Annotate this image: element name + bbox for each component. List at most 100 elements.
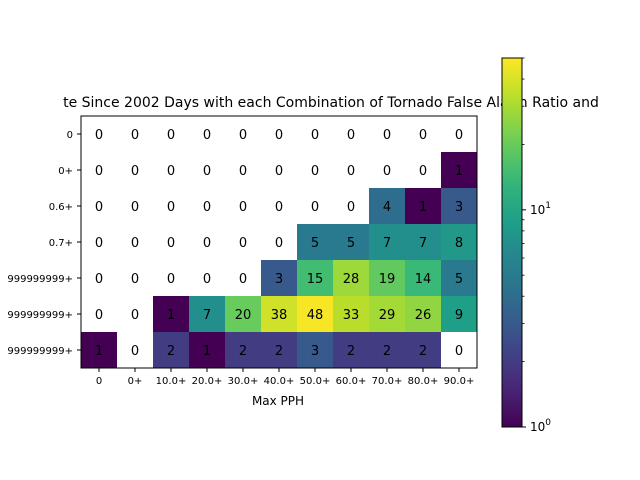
cell-value-label: 0 bbox=[203, 200, 211, 215]
heatmap-cell bbox=[81, 332, 117, 368]
cell-value-label: 0 bbox=[239, 164, 247, 179]
cell-value-label: 0 bbox=[167, 272, 175, 287]
heatmap-cell bbox=[369, 116, 405, 152]
heatmap-cell bbox=[81, 152, 117, 188]
heatmap-cell bbox=[333, 332, 369, 368]
heatmap-cell bbox=[405, 224, 441, 260]
cell-value-label: 0 bbox=[167, 236, 175, 251]
heatmap-cell bbox=[81, 188, 117, 224]
cell-value-label: 0 bbox=[275, 164, 283, 179]
x-tick-label: 70.0+ bbox=[372, 376, 403, 387]
x-tick-label: 20.0+ bbox=[192, 376, 223, 387]
heatmap-cell bbox=[405, 188, 441, 224]
heatmap-cell bbox=[441, 152, 477, 188]
cell-value-label: 0 bbox=[203, 236, 211, 251]
heatmap-cell bbox=[405, 260, 441, 296]
cell-value-label: 0 bbox=[131, 344, 139, 359]
heatmap-cell bbox=[333, 296, 369, 332]
heatmap-cell bbox=[81, 116, 117, 152]
chart-title: te Since 2002 Days with each Combination… bbox=[63, 95, 599, 111]
cell-value-label: 20 bbox=[235, 308, 252, 323]
colorbar-gradient bbox=[501, 57, 523, 428]
cell-value-label: 0 bbox=[95, 236, 103, 251]
heatmap-cell bbox=[117, 260, 153, 296]
heatmap-cell bbox=[369, 332, 405, 368]
heatmap-cell bbox=[261, 224, 297, 260]
heatmap-cell bbox=[333, 260, 369, 296]
cell-value-label: 9 bbox=[455, 308, 463, 323]
cell-value-label: 0 bbox=[131, 200, 139, 215]
heatmap-cell bbox=[81, 224, 117, 260]
heatmap-cell bbox=[189, 116, 225, 152]
heatmap-cell bbox=[189, 152, 225, 188]
heatmap-cell bbox=[117, 152, 153, 188]
cell-value-label: 0 bbox=[131, 236, 139, 251]
y-tick-label: 0.6+ bbox=[49, 202, 73, 213]
heatmap-cell bbox=[189, 296, 225, 332]
heatmap-cell bbox=[153, 224, 189, 260]
heatmap-cell bbox=[153, 260, 189, 296]
heatmap-cell bbox=[333, 152, 369, 188]
heatmap-cell bbox=[117, 224, 153, 260]
heatmap-cell bbox=[189, 332, 225, 368]
x-tick-label: 0 bbox=[96, 376, 102, 387]
heatmap-cell bbox=[441, 296, 477, 332]
cell-value-label: 1 bbox=[167, 308, 175, 323]
cell-value-label: 0 bbox=[311, 164, 319, 179]
y-tick-label: 999999999+ bbox=[7, 274, 73, 285]
cell-value-label: 0 bbox=[347, 128, 355, 143]
heatmap-cell bbox=[81, 260, 117, 296]
heatmap-cell bbox=[441, 188, 477, 224]
cell-value-label: 2 bbox=[383, 344, 391, 359]
x-tick-label: 40.0+ bbox=[264, 376, 295, 387]
cell-value-label: 1 bbox=[455, 164, 463, 179]
heatmap-cell bbox=[333, 224, 369, 260]
cell-value-label: 7 bbox=[419, 236, 427, 251]
cell-value-label: 0 bbox=[167, 128, 175, 143]
heatmap-cell bbox=[225, 152, 261, 188]
heatmap-cell bbox=[261, 152, 297, 188]
heatmap-cell bbox=[261, 188, 297, 224]
heatmap-cell bbox=[117, 116, 153, 152]
cell-value-label: 0 bbox=[203, 164, 211, 179]
cell-value-label: 2 bbox=[275, 344, 283, 359]
cell-value-label: 0 bbox=[239, 236, 247, 251]
heatmap-cell bbox=[153, 152, 189, 188]
heatmap-cell bbox=[369, 224, 405, 260]
cell-value-label: 3 bbox=[311, 344, 319, 359]
heatmap-cell bbox=[297, 224, 333, 260]
y-tick-label: 999999999+ bbox=[7, 346, 73, 357]
heatmap-cell bbox=[441, 224, 477, 260]
cell-value-label: 0 bbox=[239, 200, 247, 215]
x-tick-label: 80.0+ bbox=[408, 376, 439, 387]
heatmap-cell bbox=[189, 260, 225, 296]
cell-value-label: 1 bbox=[203, 344, 211, 359]
heatmap-cell bbox=[261, 296, 297, 332]
y-tick-label: 0 bbox=[67, 130, 73, 141]
cell-value-label: 0 bbox=[167, 200, 175, 215]
cell-value-label: 26 bbox=[415, 308, 432, 323]
heatmap-cell bbox=[225, 224, 261, 260]
heatmap-cell bbox=[153, 296, 189, 332]
cell-value-label: 2 bbox=[419, 344, 427, 359]
heatmap-cell bbox=[405, 296, 441, 332]
heatmap-cell bbox=[225, 188, 261, 224]
heatmap-cell bbox=[297, 296, 333, 332]
cell-value-label: 0 bbox=[167, 164, 175, 179]
cell-value-label: 2 bbox=[347, 344, 355, 359]
heatmap-cell bbox=[297, 332, 333, 368]
cell-value-label: 28 bbox=[343, 272, 360, 287]
cell-value-label: 33 bbox=[343, 308, 360, 323]
heatmap-cell bbox=[261, 260, 297, 296]
cell-value-label: 5 bbox=[311, 236, 319, 251]
cell-value-label: 0 bbox=[455, 128, 463, 143]
heatmap-cell bbox=[153, 116, 189, 152]
x-tick-label: 50.0+ bbox=[300, 376, 331, 387]
cell-value-label: 0 bbox=[275, 236, 283, 251]
cell-value-label: 1 bbox=[419, 200, 427, 215]
cell-value-label: 0 bbox=[275, 200, 283, 215]
x-tick-label: 30.0+ bbox=[228, 376, 259, 387]
colorbar: 100 101 bbox=[501, 57, 551, 434]
x-axis: 0 0+ 10.0+ 20.0+ 30.0+ 40.0+ 50.0+ 60.0+ 70.0+ 80… bbox=[96, 368, 474, 387]
